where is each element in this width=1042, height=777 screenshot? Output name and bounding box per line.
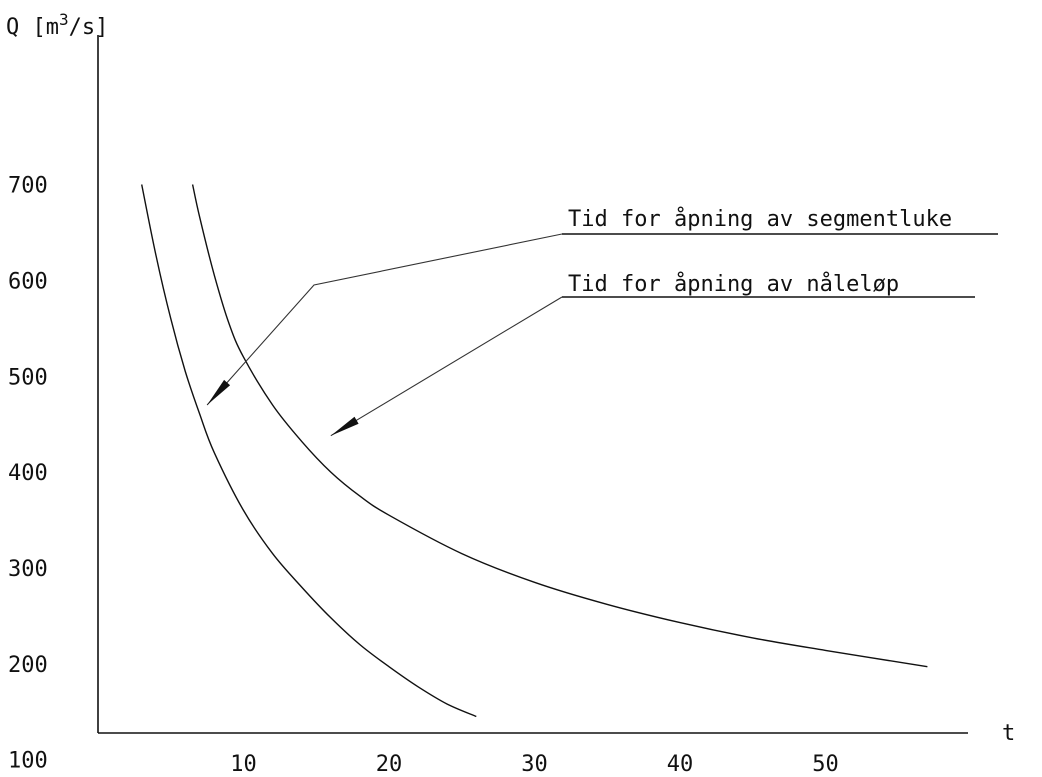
curves (141, 184, 928, 718)
annotation-arrowhead (207, 379, 231, 405)
annotation-arrowhead (330, 416, 359, 436)
y-tick-label: 500 (8, 365, 48, 390)
annotation-leader (330, 296, 563, 437)
y-tick-label: 700 (8, 174, 48, 199)
axes (97, 35, 968, 734)
x-tick-label: 20 (376, 752, 403, 777)
x-tick-label: 30 (521, 752, 548, 777)
annotations: Tid for åpning av segmentluke Tid for åpn… (206, 206, 998, 437)
x-tick-label: 10 (230, 752, 257, 777)
annotation-text: Tid for åpning av segmentluke (568, 206, 952, 232)
y-axis-label: Q [m3/s] (6, 10, 108, 40)
x-tick-label: 50 (812, 752, 839, 777)
x-tick-labels: 10 20 30 40 50 (230, 752, 839, 777)
x-tick-label: 40 (667, 752, 694, 777)
y-tick-label: 400 (8, 461, 48, 486)
y-tick-label: 600 (8, 269, 48, 294)
curve-1 (141, 184, 477, 718)
annotation-leader (206, 233, 563, 406)
y-tick-labels: 700 600 500 400 300 200 100 (8, 174, 48, 774)
x-axis-label: t (1002, 721, 1015, 746)
curve-2 (191, 184, 928, 668)
y-tick-label: 100 (8, 749, 48, 774)
annotation-text: Tid for åpning av nåleløp (568, 271, 899, 297)
y-tick-label: 300 (8, 557, 48, 582)
y-tick-label: 200 (8, 653, 48, 678)
